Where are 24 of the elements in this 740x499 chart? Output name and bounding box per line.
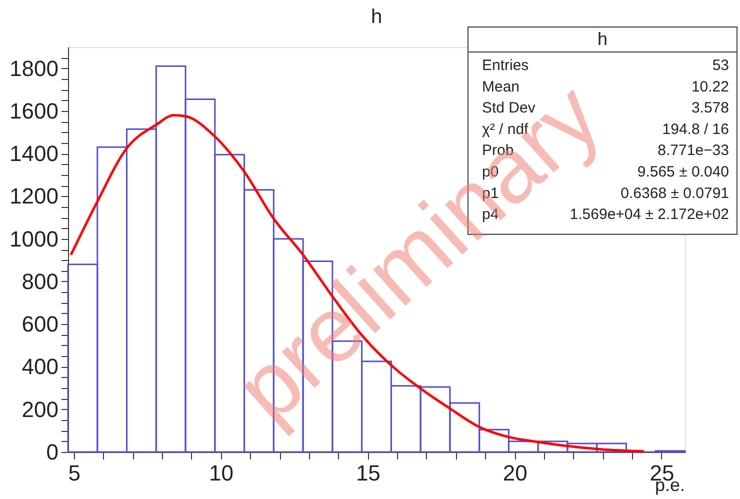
y-tick-label: 800: [22, 268, 58, 294]
annotation: 194.8 / 16: [662, 120, 729, 138]
y-tick-label: 1000: [10, 226, 58, 252]
y-tick-label: 1200: [10, 184, 58, 209]
chart-title: h: [370, 6, 382, 28]
annotation: 0.6368 ± 0.0791: [620, 184, 729, 202]
y-tick-label: 200: [22, 396, 58, 422]
y-tick-label: 400: [22, 354, 58, 380]
text: 3.578: [691, 100, 729, 117]
x-tick-label: 20: [502, 460, 528, 486]
y-tick-label: 0: [46, 440, 58, 464]
x-tick-label: 15: [356, 460, 380, 486]
y-tick-label: 600: [22, 312, 58, 337]
y-tick-label: 1800: [10, 56, 58, 81]
y-tick-label: 1400: [10, 141, 58, 166]
annotation: 8.771e−33: [658, 142, 729, 160]
annotation: Entries: [482, 57, 529, 74]
text: 53: [712, 57, 729, 74]
annotation: 9.565 ± 0.040: [637, 164, 729, 180]
x-tick-label: 5: [68, 460, 80, 486]
annotation: h: [597, 29, 608, 49]
text: 10.22: [691, 78, 729, 96]
x-tick-label: 10: [209, 460, 234, 486]
y-tick-label: 1600: [10, 98, 58, 124]
